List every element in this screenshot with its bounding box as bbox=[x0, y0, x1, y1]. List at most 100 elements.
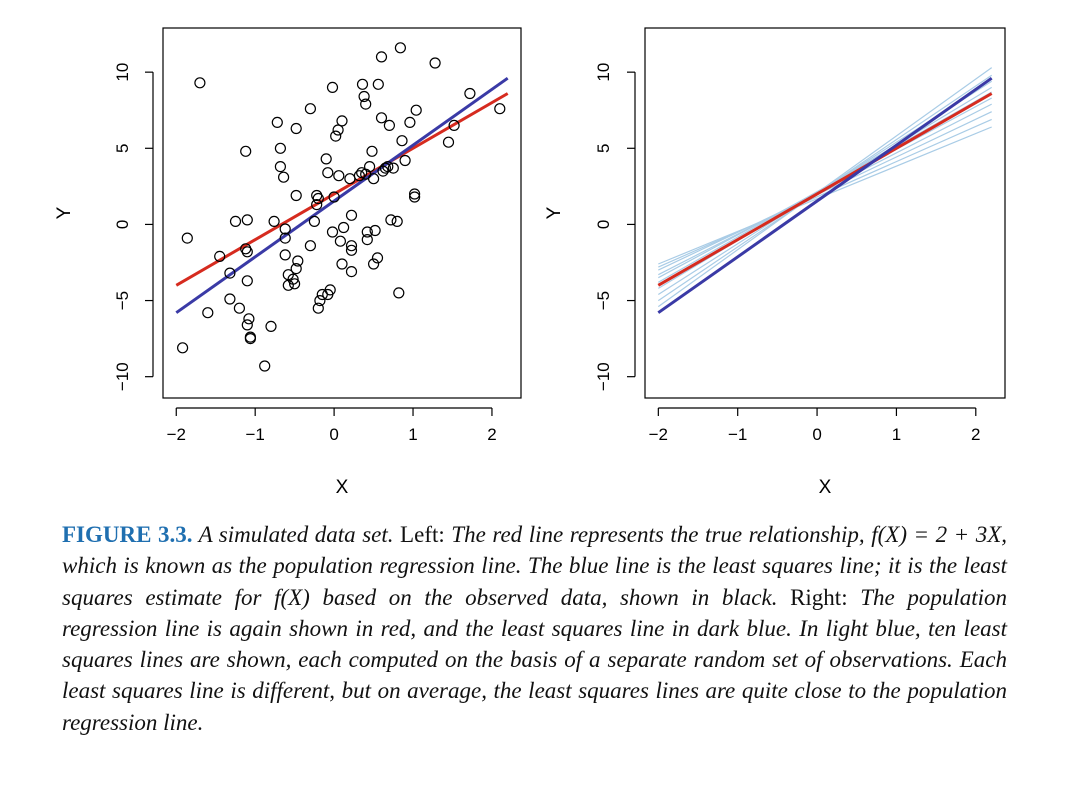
caption-right-label: Right: bbox=[777, 584, 848, 610]
data-point bbox=[279, 232, 291, 244]
caption-left-label: Left: bbox=[393, 522, 445, 547]
data-point bbox=[410, 104, 422, 116]
scatter-points bbox=[177, 42, 506, 372]
data-point bbox=[464, 87, 476, 100]
data-point bbox=[314, 295, 326, 307]
x-tick-label: −2 bbox=[167, 425, 186, 444]
data-point bbox=[344, 173, 356, 185]
data-point bbox=[394, 42, 406, 54]
data-point bbox=[320, 153, 332, 165]
y-tick-label: 0 bbox=[594, 220, 613, 229]
data-point bbox=[382, 161, 394, 173]
data-point bbox=[358, 90, 370, 103]
caption-left-text-b: , which is known as the population regre… bbox=[62, 522, 1007, 610]
data-point bbox=[366, 145, 378, 157]
y-tick-label: −10 bbox=[594, 362, 613, 391]
data-point bbox=[177, 342, 189, 354]
y-axis: −10 −5 0 5 10 Y bbox=[544, 63, 636, 391]
y-tick-label: 5 bbox=[113, 144, 132, 153]
data-point bbox=[229, 215, 242, 227]
data-point bbox=[292, 255, 304, 267]
data-point bbox=[409, 188, 421, 200]
caption-formula: f(X) = 2 + 3X bbox=[871, 522, 1002, 547]
data-point bbox=[279, 249, 291, 261]
data-point bbox=[375, 112, 388, 124]
least-squares-line bbox=[657, 76, 993, 314]
data-point bbox=[268, 215, 280, 227]
data-point bbox=[278, 171, 290, 183]
data-point bbox=[368, 258, 380, 270]
data-point bbox=[368, 173, 380, 185]
data-point bbox=[322, 167, 334, 179]
data-point bbox=[274, 142, 286, 154]
data-point bbox=[279, 223, 291, 235]
data-point bbox=[290, 189, 302, 202]
light-ls-line-10 bbox=[657, 67, 993, 308]
data-point bbox=[429, 57, 441, 69]
data-point bbox=[265, 320, 277, 332]
data-point bbox=[356, 78, 369, 90]
data-point bbox=[409, 191, 421, 203]
data-point bbox=[311, 199, 323, 211]
x-tick-label: −2 bbox=[649, 425, 668, 444]
data-point bbox=[274, 161, 286, 173]
data-point bbox=[353, 170, 365, 182]
data-point bbox=[361, 226, 373, 238]
x-tick-label: −1 bbox=[245, 425, 264, 444]
data-point bbox=[304, 103, 316, 115]
x-tick-label: 1 bbox=[892, 425, 901, 444]
population-regression-line bbox=[657, 92, 993, 287]
data-point bbox=[442, 136, 455, 148]
data-point bbox=[241, 214, 253, 226]
data-point bbox=[345, 209, 358, 221]
y-tick-label: 5 bbox=[594, 144, 613, 153]
figure-label: FIGURE 3.3. bbox=[62, 522, 193, 547]
data-point bbox=[333, 170, 345, 182]
x-axis-label: X bbox=[336, 477, 349, 498]
data-point bbox=[396, 135, 408, 147]
data-point bbox=[364, 161, 376, 173]
data-point bbox=[290, 263, 302, 275]
data-point bbox=[379, 162, 391, 174]
data-point bbox=[345, 240, 358, 252]
data-point bbox=[326, 226, 339, 238]
data-point bbox=[224, 267, 236, 279]
data-point bbox=[304, 240, 316, 252]
plot-lines bbox=[175, 76, 509, 314]
data-point bbox=[271, 116, 283, 129]
data-point bbox=[259, 360, 271, 372]
data-point bbox=[194, 77, 206, 89]
data-point bbox=[312, 302, 324, 314]
data-point bbox=[375, 51, 388, 63]
y-tick-label: 0 bbox=[113, 220, 132, 229]
data-point bbox=[311, 189, 323, 202]
data-point bbox=[361, 234, 373, 246]
y-axis-label: Y bbox=[544, 206, 565, 219]
caption-left-text-c: based on the observed data, shown in bla… bbox=[309, 584, 778, 610]
data-point bbox=[494, 103, 506, 115]
data-point bbox=[233, 302, 245, 314]
y-tick-label: 10 bbox=[113, 63, 132, 82]
data-point bbox=[241, 275, 253, 287]
plot-lines bbox=[657, 67, 993, 314]
x-tick-label: 0 bbox=[812, 425, 821, 444]
data-point bbox=[240, 145, 252, 157]
data-point bbox=[336, 258, 348, 270]
data-point bbox=[332, 124, 344, 136]
data-point bbox=[399, 154, 411, 167]
x-tick-label: −1 bbox=[728, 425, 747, 444]
data-point bbox=[345, 266, 358, 278]
data-point bbox=[338, 221, 350, 234]
data-point bbox=[289, 278, 301, 290]
y-axis: −10 −5 0 5 10 Y bbox=[54, 63, 154, 391]
data-point bbox=[181, 232, 193, 244]
caption-right-text: The population regression line is again … bbox=[62, 584, 1008, 735]
data-point bbox=[214, 250, 226, 262]
y-tick-label: 10 bbox=[594, 63, 613, 82]
y-axis-label: Y bbox=[54, 206, 75, 219]
data-point bbox=[224, 293, 236, 305]
x-axis: −2 −1 0 1 2 X bbox=[167, 407, 497, 498]
